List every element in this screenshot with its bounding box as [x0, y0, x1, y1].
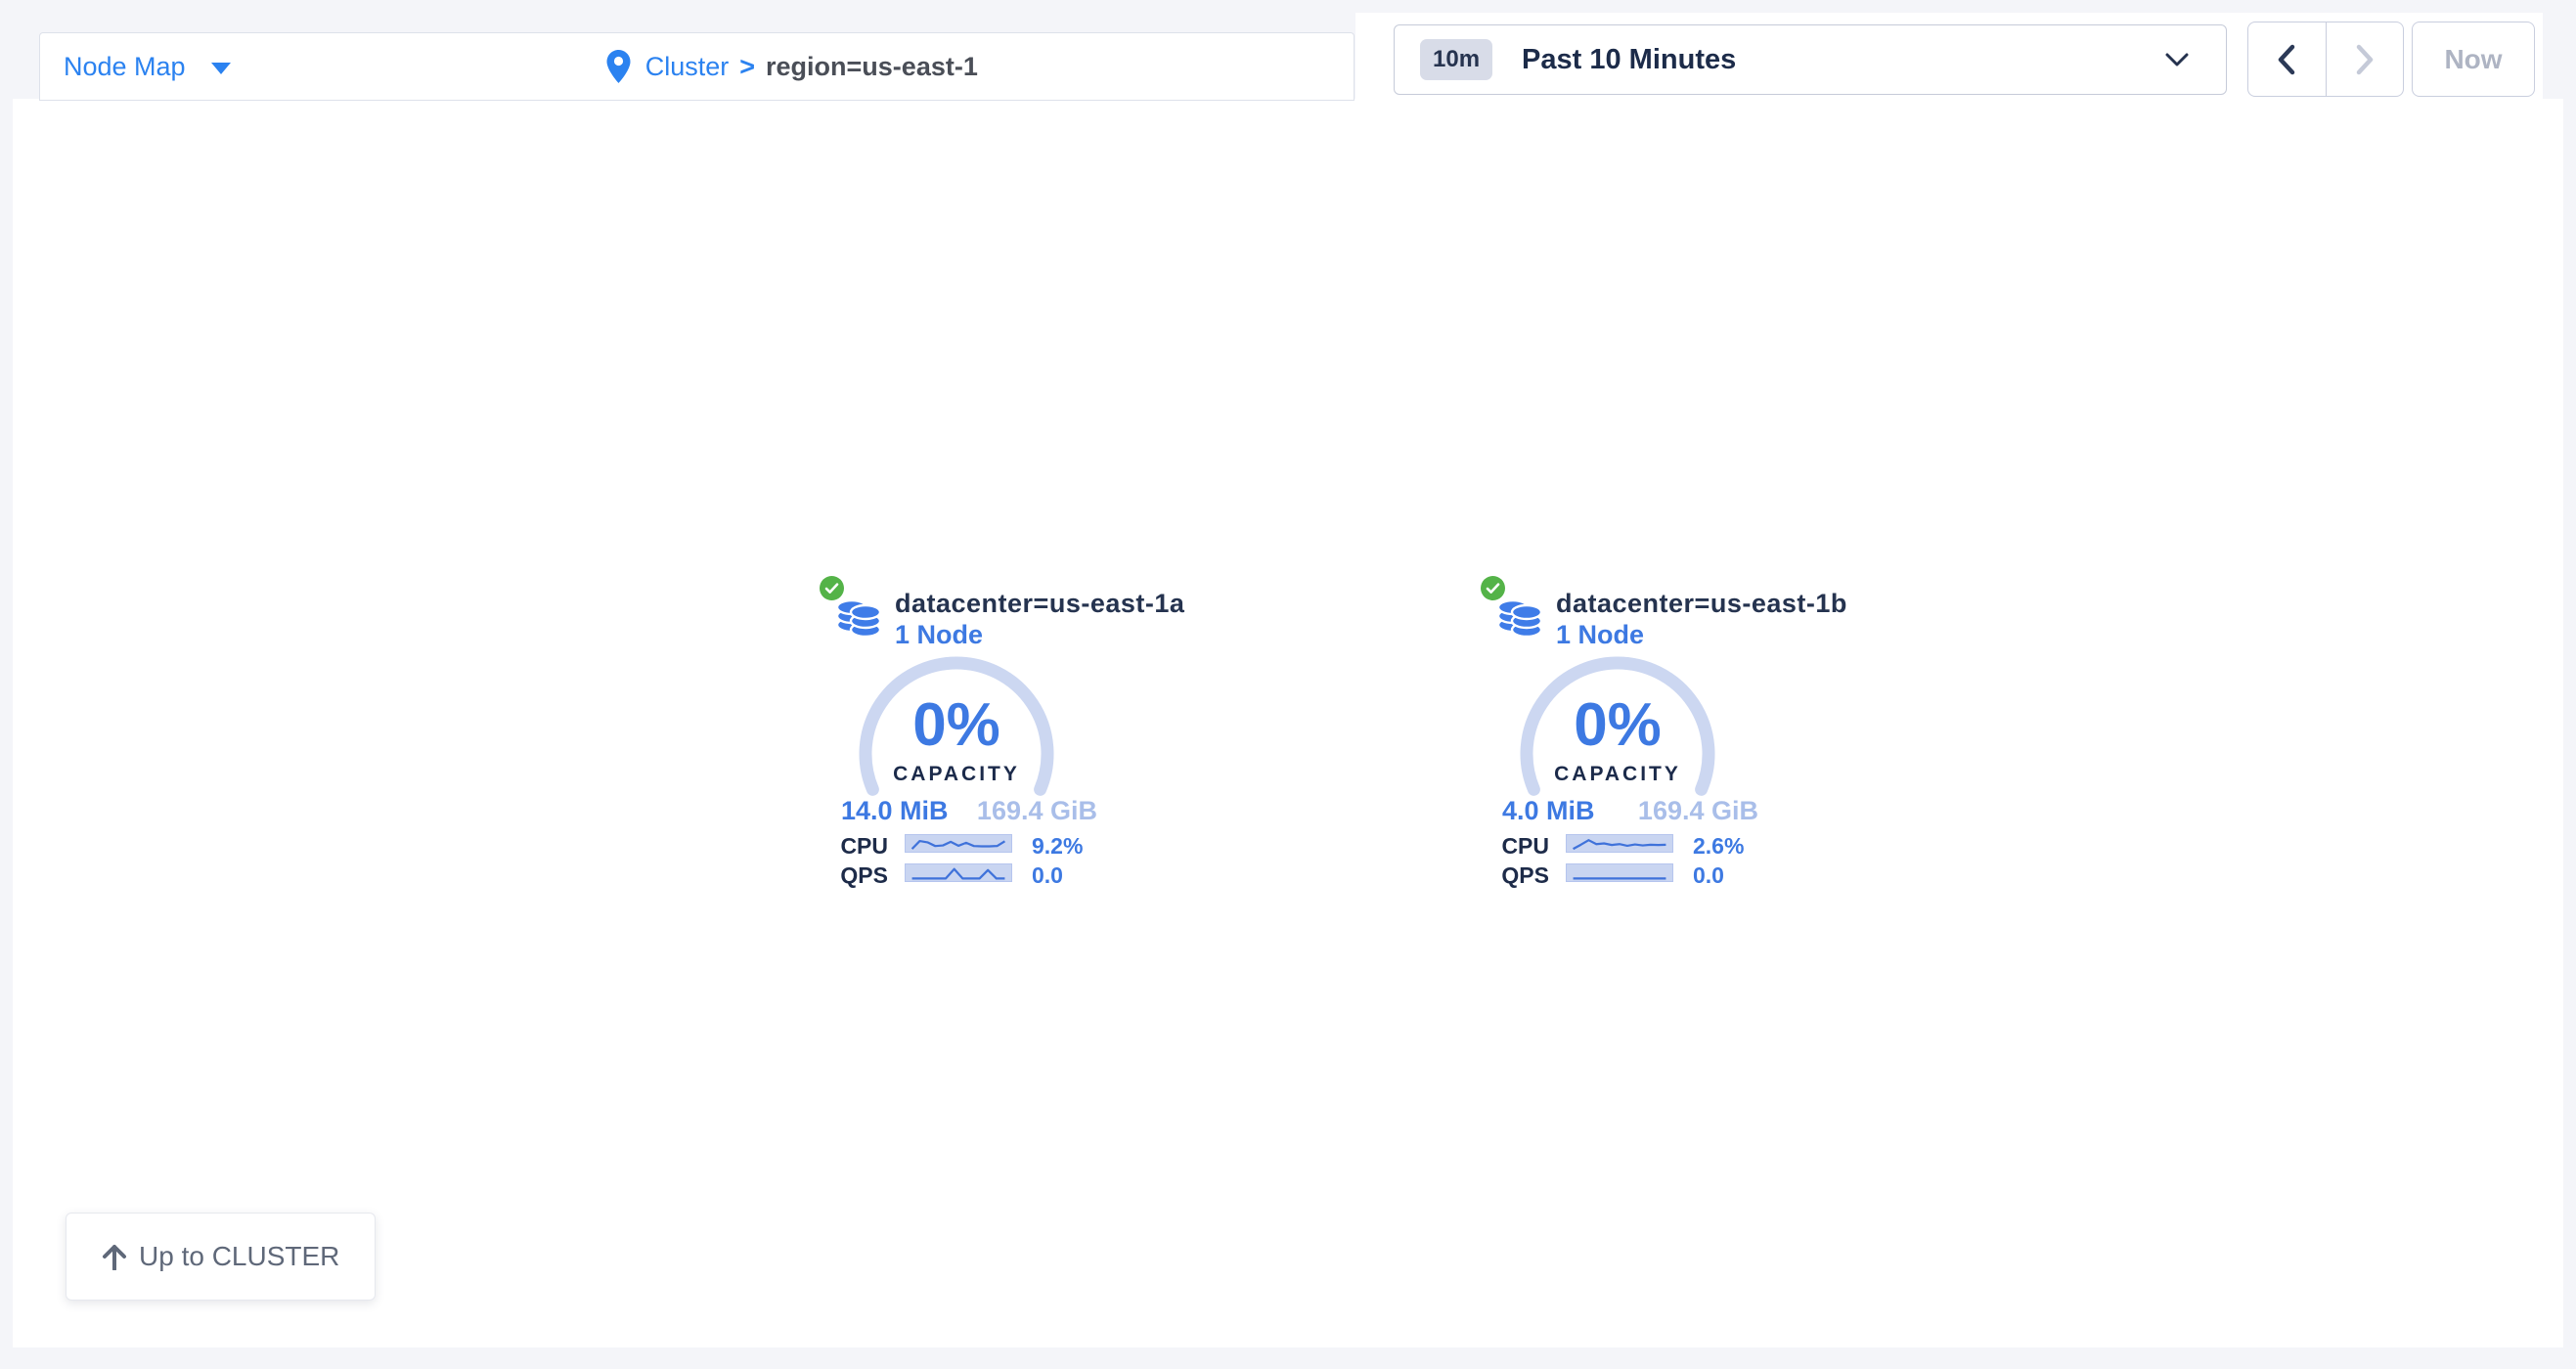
breadcrumb-current: region=us-east-1 [766, 51, 978, 81]
location-pin-icon [606, 50, 631, 83]
capacity-label: CAPACITY [1554, 763, 1681, 785]
chevron-left-icon [2279, 44, 2295, 74]
cpu-value: 2.6% [1693, 833, 1745, 859]
capacity-gauge-arc [859, 656, 1054, 796]
caret-down-icon [210, 62, 231, 74]
cpu-sparkline [905, 834, 1012, 853]
database-stack-icon [835, 598, 882, 639]
metric-row-qps: QPS 0.0 [820, 862, 1113, 888]
time-window-badge: 10m [1420, 39, 1493, 80]
up-to-cluster-button[interactable]: Up to CLUSTER [66, 1213, 377, 1301]
time-window-label: Past 10 Minutes [1522, 43, 1737, 75]
time-nav-group [2247, 22, 2404, 97]
capacity-total: 169.4 GiB [1637, 796, 1758, 825]
check-circle-icon [1481, 576, 1505, 600]
database-stack-icon [1496, 598, 1543, 639]
metric-row-cpu: CPU 9.2% [820, 833, 1113, 859]
map-canvas [13, 99, 2563, 1347]
locality-node-count[interactable]: 1 Node [895, 620, 984, 649]
cpu-label: CPU [1501, 833, 1549, 859]
time-window-selector[interactable]: 10m Past 10 Minutes [1394, 24, 2227, 95]
capacity-percent: 0% [1574, 691, 1662, 759]
header-breadcrumb-bar: Node Map Cluster > region=us-east-1 [39, 32, 1355, 101]
arrow-up-icon [103, 1245, 126, 1270]
locality-node-count[interactable]: 1 Node [1556, 620, 1645, 649]
qps-value: 0.0 [1032, 862, 1063, 888]
capacity-used: 14.0 MiB [841, 796, 949, 825]
now-button-label: Now [2444, 43, 2503, 74]
locality-name[interactable]: datacenter=us-east-1a [895, 589, 1185, 618]
chevron-down-icon [2165, 53, 2189, 66]
metric-row-cpu: CPU 2.6% [1481, 833, 1774, 859]
now-button[interactable]: Now [2412, 22, 2535, 97]
breadcrumb: Cluster > region=us-east-1 [231, 50, 1354, 83]
capacity-percent: 0% [912, 691, 1000, 759]
capacity-total: 169.4 GiB [976, 796, 1097, 825]
qps-value: 0.0 [1693, 862, 1724, 888]
locality-card-us-east-1b[interactable]: datacenter=us-east-1b 1 Node 0% CAPACITY… [1481, 573, 1846, 905]
capacity-values: 14.0 MiB 169.4 GiB [841, 796, 1097, 826]
qps-sparkline [905, 863, 1012, 882]
locality-card-us-east-1a[interactable]: datacenter=us-east-1a 1 Node 0% CAPACITY… [820, 573, 1184, 905]
cpu-label: CPU [840, 833, 888, 859]
breadcrumb-separator: > [739, 51, 756, 81]
qps-label: QPS [840, 862, 888, 888]
time-back-button[interactable] [2248, 22, 2327, 96]
cpu-sparkline [1566, 834, 1673, 853]
time-forward-button[interactable] [2327, 22, 2404, 96]
capacity-used: 4.0 MiB [1502, 796, 1595, 825]
capacity-gauge-arc [1520, 656, 1715, 796]
view-selector-label: Node Map [64, 51, 186, 81]
check-circle-icon [820, 576, 844, 600]
up-to-cluster-label: Up to CLUSTER [139, 1241, 340, 1271]
locality-name[interactable]: datacenter=us-east-1b [1556, 589, 1847, 618]
capacity-values: 4.0 MiB 169.4 GiB [1502, 796, 1758, 826]
capacity-label: CAPACITY [893, 763, 1020, 785]
qps-sparkline [1566, 863, 1673, 882]
breadcrumb-cluster-link[interactable]: Cluster [644, 51, 730, 81]
view-selector-dropdown[interactable]: Node Map [64, 52, 231, 82]
metric-row-qps: QPS 0.0 [1481, 862, 1774, 888]
chevron-right-icon [2356, 44, 2373, 74]
qps-label: QPS [1501, 862, 1549, 888]
cpu-value: 9.2% [1032, 833, 1084, 859]
